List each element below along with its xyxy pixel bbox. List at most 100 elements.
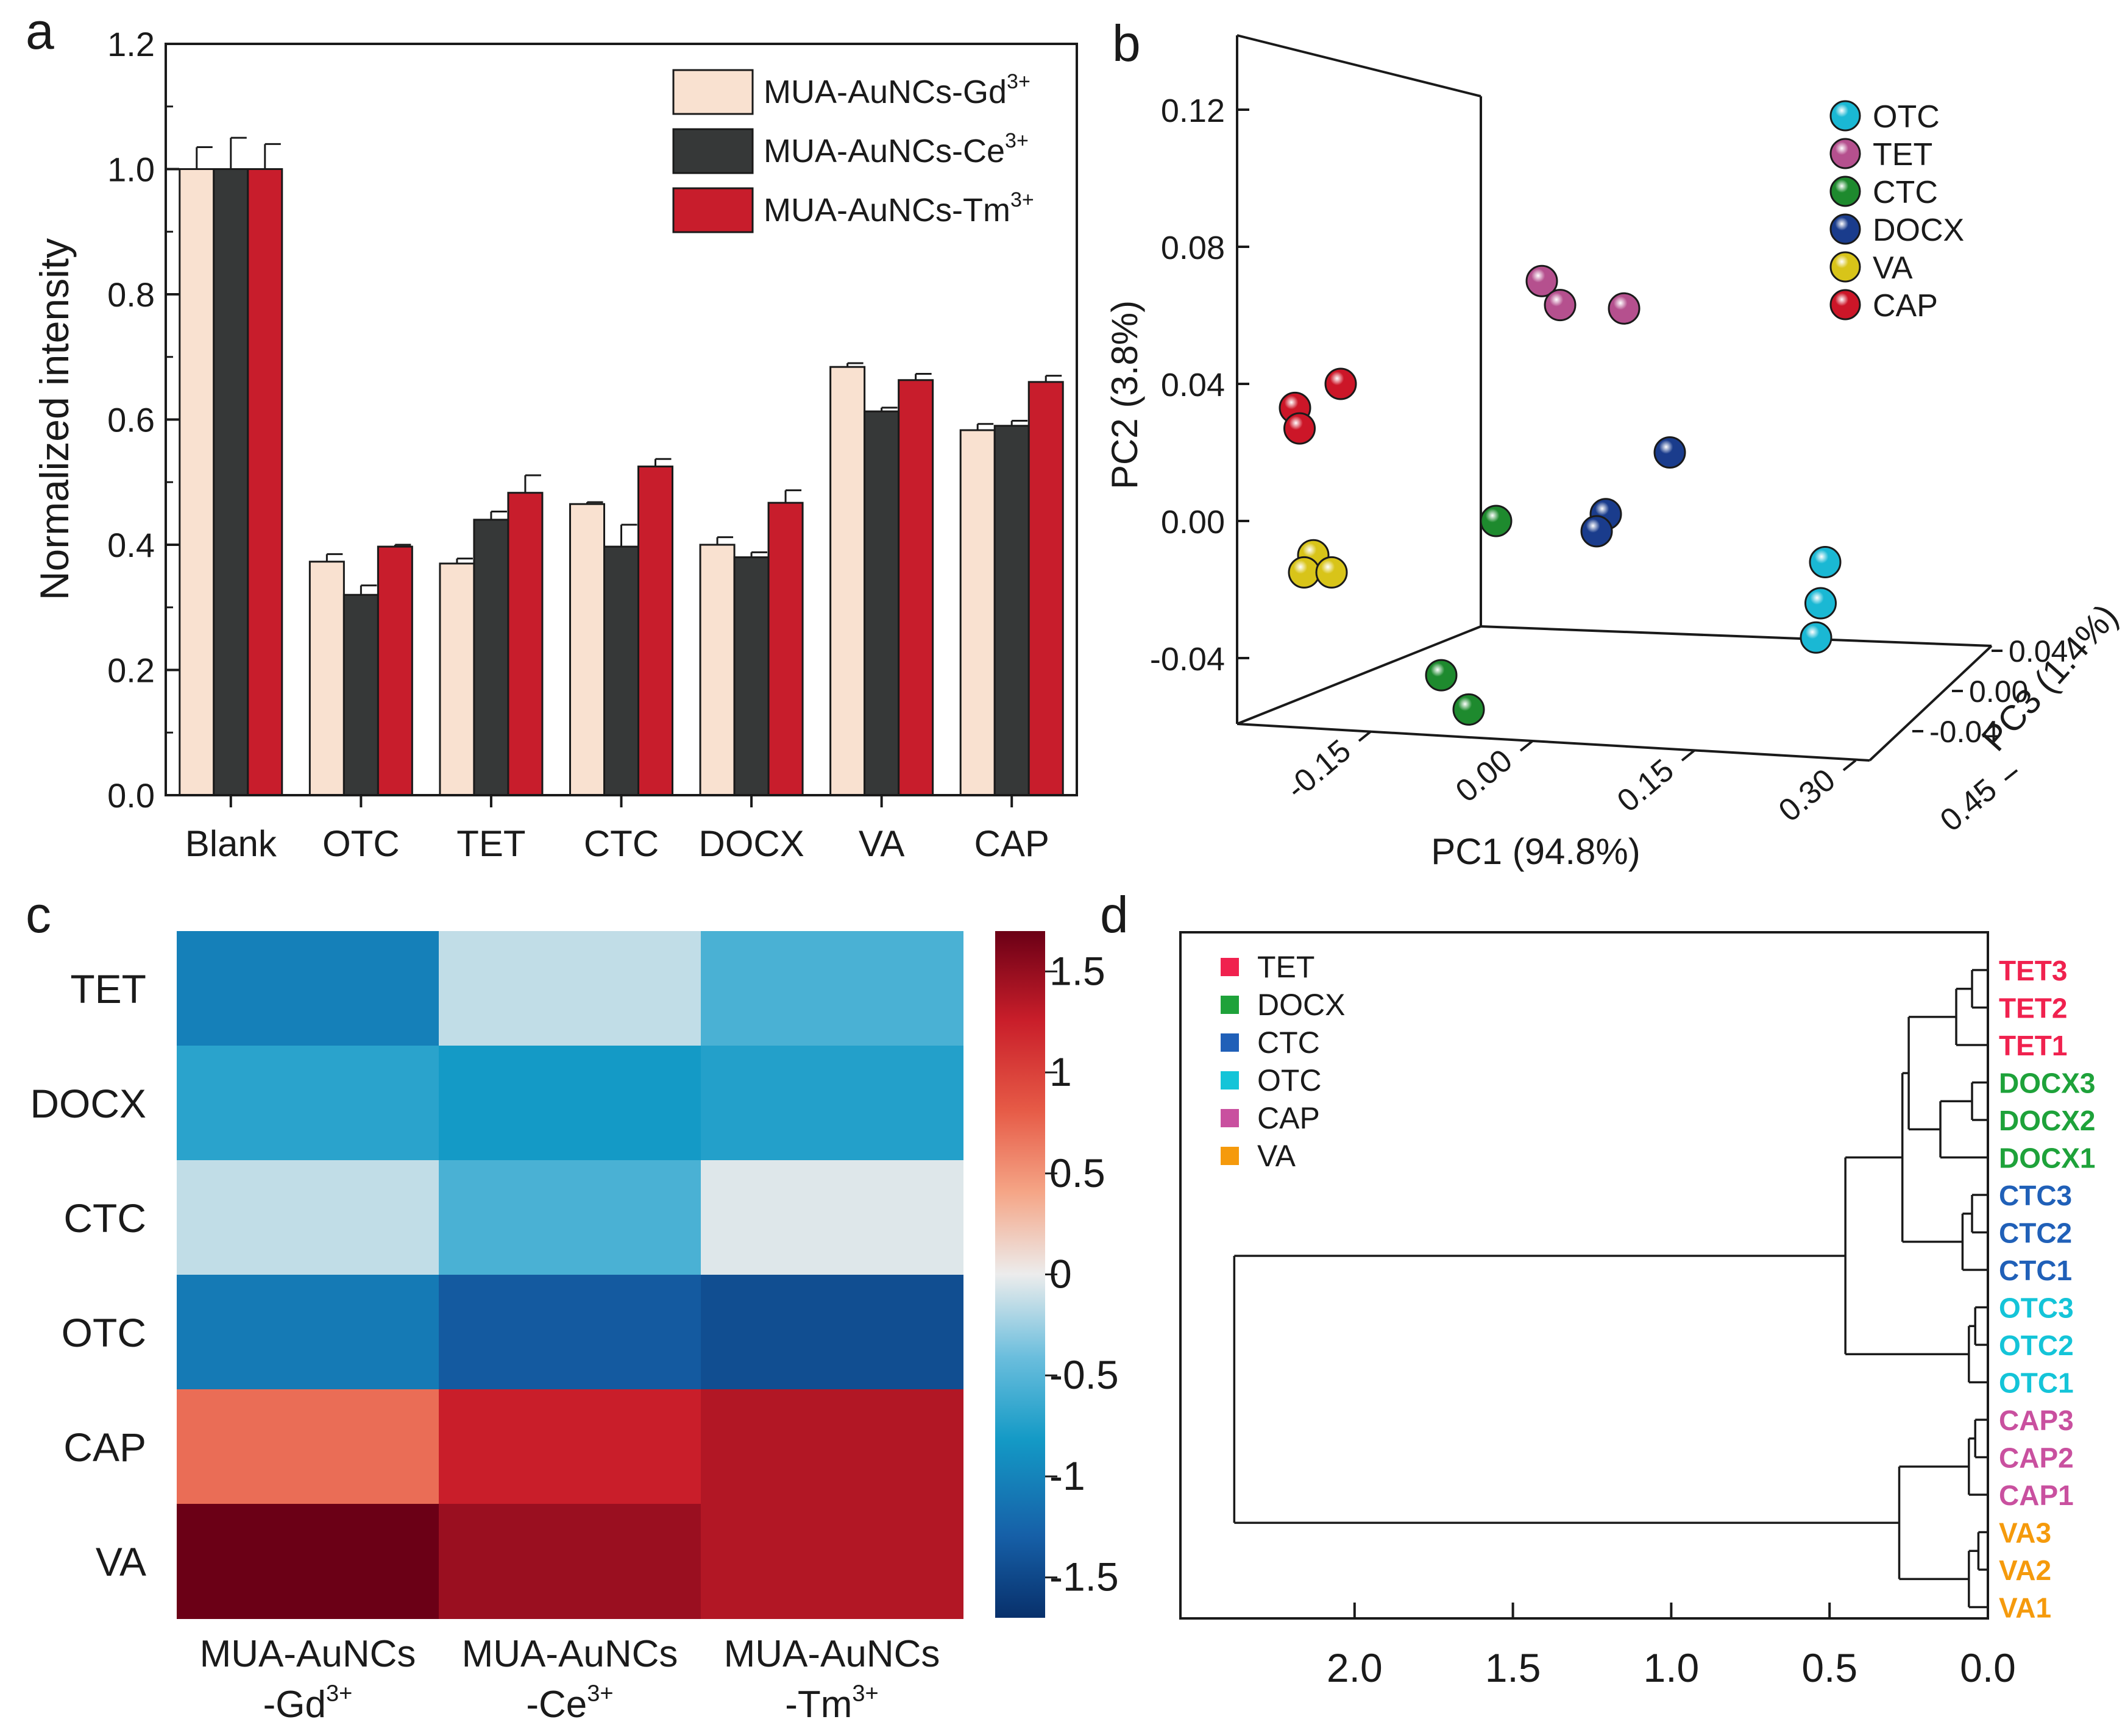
dendrogram-branches bbox=[1233, 969, 1988, 1609]
y-tick-label: -0.04 bbox=[1150, 641, 1225, 678]
leaf-label: TET3 bbox=[1999, 955, 2067, 987]
x-tick-label: 0.0 bbox=[1960, 1645, 2016, 1690]
z-tick-label: -0.04 bbox=[1929, 715, 1999, 749]
bar bbox=[603, 545, 639, 796]
row-label: VA bbox=[96, 1539, 146, 1584]
panel-label-a: a bbox=[26, 2, 54, 60]
score-point bbox=[1315, 556, 1348, 589]
x-tick bbox=[1519, 740, 1534, 752]
column-label-bottom: -Ce3+ bbox=[526, 1681, 613, 1726]
row-label: TET bbox=[70, 966, 146, 1011]
pca-box bbox=[1236, 34, 1993, 762]
pca-3d-panel: 0.12 0.08 0.04 0.00 -0.04 -0.15 0.00 0.15 0.30 0… bbox=[1104, 34, 2125, 872]
y-tick-label: 0.2 bbox=[107, 651, 155, 690]
heatmap-cell bbox=[177, 1046, 439, 1161]
y-tick-label: 0.00 bbox=[1161, 504, 1225, 540]
legend-label: DOCX bbox=[1257, 988, 1345, 1022]
colorbar-tick-label: 0 bbox=[1049, 1252, 1072, 1297]
bar bbox=[247, 168, 283, 796]
x-tick-label: CTC bbox=[584, 823, 659, 864]
pc2-ticks: 0.12 0.08 0.04 0.00 -0.04 bbox=[1150, 93, 1249, 678]
bar bbox=[637, 466, 673, 796]
bar bbox=[959, 429, 996, 796]
legend-marker bbox=[1829, 289, 1861, 321]
x-tick-label: 0.15 bbox=[1611, 753, 1681, 819]
x-tick-label: 0.30 bbox=[1772, 762, 1842, 829]
y-tick-label: 0.8 bbox=[107, 275, 155, 314]
y-axis-label: Normalized intensity bbox=[32, 238, 77, 600]
legend: MUA-AuNCs-Gd3+ MUA-AuNCs-Ce3+ MUA-AuNCs-Tm… bbox=[672, 69, 1034, 233]
score-point bbox=[1425, 659, 1458, 692]
bar bbox=[993, 425, 1030, 796]
score-point bbox=[1283, 412, 1316, 445]
leaf-label: OTC1 bbox=[1999, 1367, 2074, 1399]
bar bbox=[699, 544, 736, 796]
column-label-bottom: -Gd3+ bbox=[263, 1681, 353, 1726]
colorbar bbox=[995, 931, 1045, 1618]
legend-marker bbox=[1829, 251, 1861, 283]
heatmap-cell bbox=[439, 1389, 701, 1504]
y-tick-label: 1.0 bbox=[107, 151, 155, 189]
leaf-label: CAP2 bbox=[1999, 1442, 2074, 1474]
leaf-label: CTC3 bbox=[1999, 1180, 2072, 1211]
bar bbox=[1027, 381, 1064, 796]
bar bbox=[439, 562, 475, 796]
heatmap-cells bbox=[177, 931, 963, 1619]
legend-label: CAP bbox=[1257, 1101, 1320, 1135]
row-label: OTC bbox=[62, 1310, 146, 1355]
heatmap-cell bbox=[701, 931, 963, 1046]
heatmap-cell bbox=[439, 1275, 701, 1390]
legend-label: MUA-AuNCs-Ce3+ bbox=[764, 129, 1029, 169]
legend-label: MUA-AuNCs-Gd3+ bbox=[764, 70, 1031, 110]
score-point bbox=[1544, 289, 1577, 322]
leaf-label: CTC2 bbox=[1999, 1217, 2072, 1249]
score-point bbox=[1452, 693, 1485, 726]
leaf-labels: TET3 TET2 TET1 DOCX3 DOCX2 DOCX1 CTC3 CTC2 CTC1 O… bbox=[1999, 955, 2095, 1624]
x-tick-label: 1.5 bbox=[1485, 1645, 1541, 1690]
x-tick-label: 0.45 bbox=[1934, 772, 2004, 838]
x-axis-ticks: Blank OTC TET CTC DOCX VA CAP bbox=[185, 795, 1049, 864]
height-axis-ticks: 2.0 1.5 1.0 0.5 0.0 bbox=[1327, 1603, 2016, 1690]
legend-label: MUA-AuNCs-Tm3+ bbox=[764, 188, 1034, 229]
score-point bbox=[1809, 546, 1842, 578]
bar bbox=[377, 545, 413, 796]
y-tick-label: 0.04 bbox=[1161, 367, 1225, 403]
heatmap-cell bbox=[701, 1389, 963, 1504]
bar bbox=[864, 410, 900, 796]
column-label-top: MUA-AuNCs bbox=[462, 1633, 678, 1675]
leaf-label: DOCX3 bbox=[1999, 1068, 2095, 1099]
panel-label-c: c bbox=[26, 886, 51, 943]
z-tick-label: 0.04 bbox=[2009, 634, 2068, 668]
y-tick-label: 0.0 bbox=[107, 776, 155, 815]
leaf-label: OTC3 bbox=[1999, 1292, 2074, 1324]
colorbar-tick-label: -1.5 bbox=[1049, 1554, 1119, 1600]
score-point bbox=[1580, 515, 1613, 548]
bar bbox=[308, 561, 345, 796]
x-tick-label: VA bbox=[859, 823, 905, 864]
legend-swatch bbox=[672, 128, 754, 174]
colorbar-ticks: 1.5 1 0.5 0 -0.5 -1 -1.5 bbox=[1045, 948, 1119, 1600]
colorbar-tick-label: 1 bbox=[1049, 1049, 1072, 1094]
legend-label: TET bbox=[1257, 950, 1314, 984]
x-tick-label: 1.0 bbox=[1644, 1645, 1700, 1690]
bar bbox=[569, 503, 605, 796]
x-tick bbox=[1358, 730, 1372, 742]
legend-marker bbox=[1829, 138, 1861, 169]
x-tick-label: -0.15 bbox=[1280, 733, 1358, 807]
score-point bbox=[1480, 505, 1513, 537]
y-tick-label: 0.12 bbox=[1161, 93, 1225, 129]
heatmap-cell bbox=[177, 1504, 439, 1619]
column-label-top: MUA-AuNCs bbox=[200, 1633, 416, 1675]
z-tick-label: 0.00 bbox=[1969, 675, 2028, 709]
x-tick-label: DOCX bbox=[698, 823, 804, 864]
bar bbox=[507, 492, 544, 796]
heatmap-cell bbox=[701, 1160, 963, 1275]
colorbar-tick-label: 1.5 bbox=[1049, 948, 1105, 993]
heatmap-cell bbox=[177, 1389, 439, 1504]
leaf-label: VA1 bbox=[1999, 1592, 2051, 1624]
heatmap-cell bbox=[701, 1046, 963, 1161]
pc1-axis-label: PC1 (94.8%) bbox=[1431, 831, 1640, 872]
leaf-label: TET1 bbox=[1999, 1030, 2067, 1061]
